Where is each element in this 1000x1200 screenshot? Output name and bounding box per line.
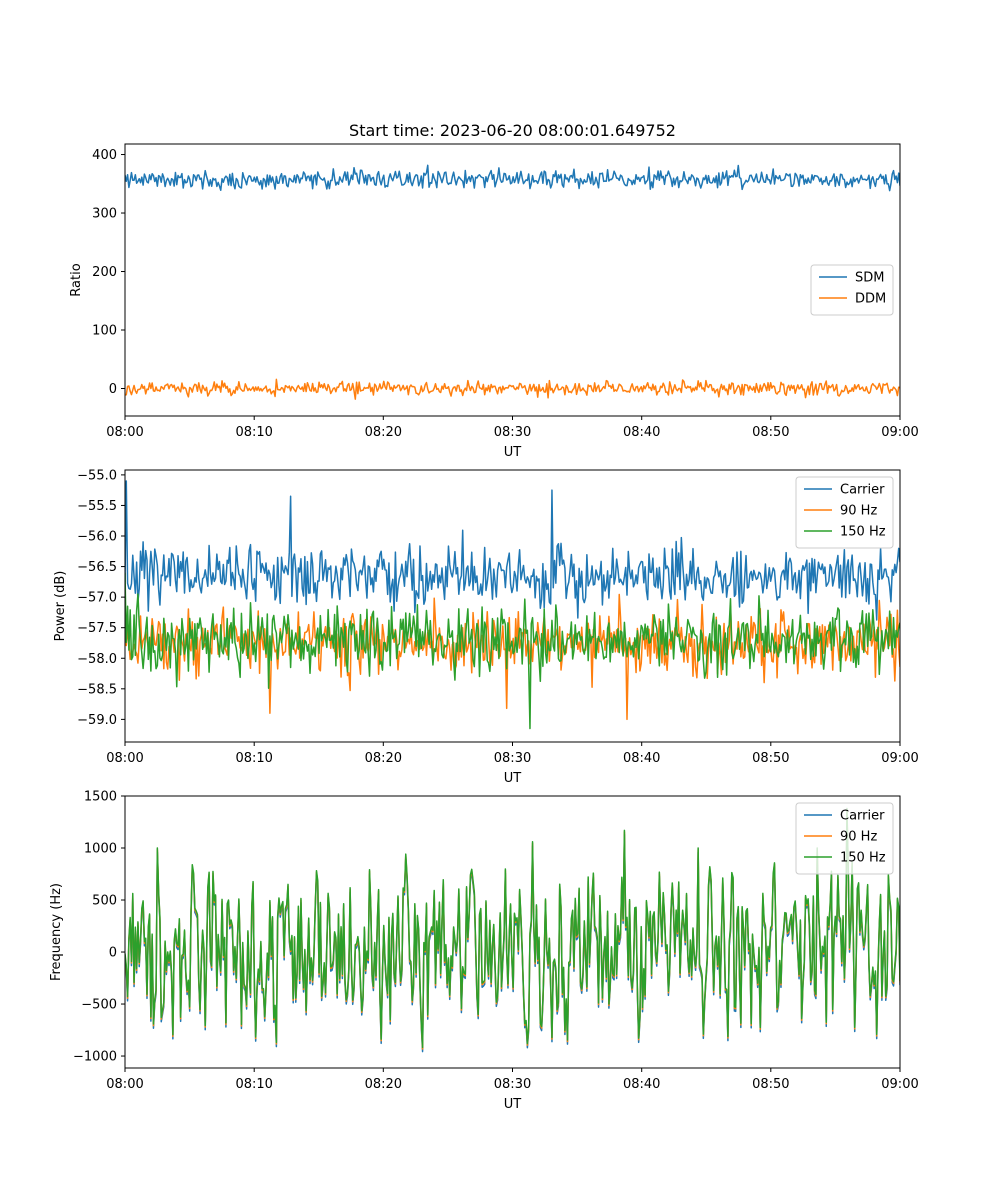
series-line-ddm bbox=[125, 378, 900, 400]
y-tick-label: 100 bbox=[92, 324, 117, 339]
panel-3: 08:00 08:10 08:20 08:30 08:40 08:50 09:00 UT −10… bbox=[49, 790, 919, 1113]
y-tick-label: −55.5 bbox=[77, 499, 117, 514]
y-tick-label: −59.0 bbox=[77, 713, 117, 728]
y-axis-label: Power (dB) bbox=[53, 571, 68, 642]
series-line-150-hz bbox=[125, 807, 900, 1049]
y-tick-label: 400 bbox=[92, 148, 117, 163]
y-tick-label: 500 bbox=[92, 894, 117, 909]
legend-label: 150 Hz bbox=[840, 851, 886, 866]
y-tick-label: 0 bbox=[109, 382, 117, 397]
series-line-sdm bbox=[125, 164, 900, 192]
y-tick-label: −57.5 bbox=[77, 621, 117, 636]
x-tick-label: 08:30 bbox=[494, 425, 531, 440]
y-tick-label: 300 bbox=[92, 207, 117, 222]
x-tick-label: 09:00 bbox=[881, 751, 918, 766]
x-axis-label: UT bbox=[504, 771, 522, 786]
x-tick-label: 08:20 bbox=[365, 425, 402, 440]
x-tick-label: 08:10 bbox=[235, 425, 272, 440]
panels: 08:00 08:10 08:20 08:30 08:40 08:50 09:00 UT 0 10… bbox=[49, 143, 919, 1113]
y-axis-label: Ratio bbox=[69, 263, 84, 296]
x-tick-label: 09:00 bbox=[881, 1077, 918, 1092]
y-tick-label: −500 bbox=[81, 998, 117, 1013]
y-tick-label: −58.5 bbox=[77, 682, 117, 697]
y-axis-label: Frequency (Hz) bbox=[49, 883, 64, 981]
x-tick-label: 09:00 bbox=[881, 425, 918, 440]
series-line-carrier bbox=[125, 480, 900, 621]
x-tick-label: 08:40 bbox=[623, 425, 660, 440]
x-tick-label: 08:20 bbox=[365, 1077, 402, 1092]
y-tick-label: −58.0 bbox=[77, 652, 117, 667]
x-axis-label: UT bbox=[504, 1097, 522, 1112]
legend-label: 90 Hz bbox=[840, 504, 877, 519]
x-tick-label: 08:50 bbox=[752, 1077, 789, 1092]
y-tick-label: 200 bbox=[92, 265, 117, 280]
y-tick-label: −1000 bbox=[73, 1050, 117, 1065]
panel-1: 08:00 08:10 08:20 08:30 08:40 08:50 09:00 UT 0 10… bbox=[69, 143, 919, 460]
legend-label: SDM bbox=[855, 271, 884, 286]
legend: Carrier 90 Hz 150 Hz bbox=[795, 476, 894, 549]
y-tick-label: −57.0 bbox=[77, 591, 117, 606]
x-tick-label: 08:10 bbox=[235, 751, 272, 766]
x-axis-label: UT bbox=[504, 445, 522, 460]
x-tick-label: 08:20 bbox=[365, 751, 402, 766]
legend-label: DDM bbox=[855, 292, 886, 307]
x-tick-label: 08:30 bbox=[494, 1077, 531, 1092]
legend: SDM DDM bbox=[810, 264, 894, 316]
legend-label: Carrier bbox=[840, 483, 885, 498]
x-tick-label: 08:50 bbox=[752, 751, 789, 766]
x-tick-label: 08:40 bbox=[623, 1077, 660, 1092]
y-tick-label: 1000 bbox=[84, 842, 117, 857]
y-tick-label: 0 bbox=[109, 946, 117, 961]
x-tick-label: 08:40 bbox=[623, 751, 660, 766]
y-tick-label: −55.0 bbox=[77, 468, 117, 483]
y-tick-label: −56.0 bbox=[77, 530, 117, 545]
x-tick-label: 08:00 bbox=[106, 751, 143, 766]
legend-label: Carrier bbox=[840, 809, 885, 824]
legend-label: 150 Hz bbox=[840, 525, 886, 540]
y-tick-label: 1500 bbox=[84, 790, 117, 805]
x-tick-label: 08:00 bbox=[106, 1077, 143, 1092]
y-tick-label: −56.5 bbox=[77, 560, 117, 575]
x-tick-label: 08:30 bbox=[494, 751, 531, 766]
x-tick-label: 08:00 bbox=[106, 425, 143, 440]
legend: Carrier 90 Hz 150 Hz bbox=[795, 802, 894, 875]
panel-2: 08:00 08:10 08:20 08:30 08:40 08:50 09:00 UT −59… bbox=[53, 468, 919, 786]
legend-label: 90 Hz bbox=[840, 830, 877, 845]
series-line-150-hz bbox=[125, 572, 900, 730]
x-tick-label: 08:10 bbox=[235, 1077, 272, 1092]
figure-title: Start time: 2023-06-20 08:00:01.649752 bbox=[349, 121, 676, 140]
x-tick-label: 08:50 bbox=[752, 425, 789, 440]
